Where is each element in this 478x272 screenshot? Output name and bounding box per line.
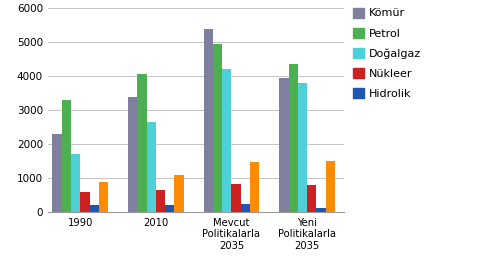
- Bar: [222, 69, 231, 212]
- Legend: Kömür, Petrol, Doğalgaz, Nükleer, Hidrolik: Kömür, Petrol, Doğalgaz, Nükleer, Hidrol…: [353, 8, 422, 99]
- Bar: [71, 154, 80, 212]
- Bar: [174, 175, 184, 212]
- Bar: [137, 75, 147, 212]
- Bar: [241, 204, 250, 212]
- Bar: [89, 205, 99, 212]
- Bar: [326, 161, 335, 212]
- Bar: [204, 29, 213, 212]
- Bar: [213, 44, 222, 212]
- Bar: [147, 122, 156, 212]
- Bar: [156, 190, 165, 212]
- Bar: [279, 78, 289, 212]
- Bar: [250, 162, 259, 212]
- Bar: [62, 100, 71, 212]
- Bar: [307, 185, 316, 212]
- Bar: [231, 184, 241, 212]
- Bar: [165, 205, 174, 212]
- Bar: [99, 182, 108, 212]
- Bar: [316, 208, 326, 212]
- Bar: [289, 64, 298, 212]
- Bar: [298, 83, 307, 212]
- Bar: [53, 134, 62, 212]
- Bar: [128, 97, 137, 212]
- Bar: [80, 192, 89, 212]
